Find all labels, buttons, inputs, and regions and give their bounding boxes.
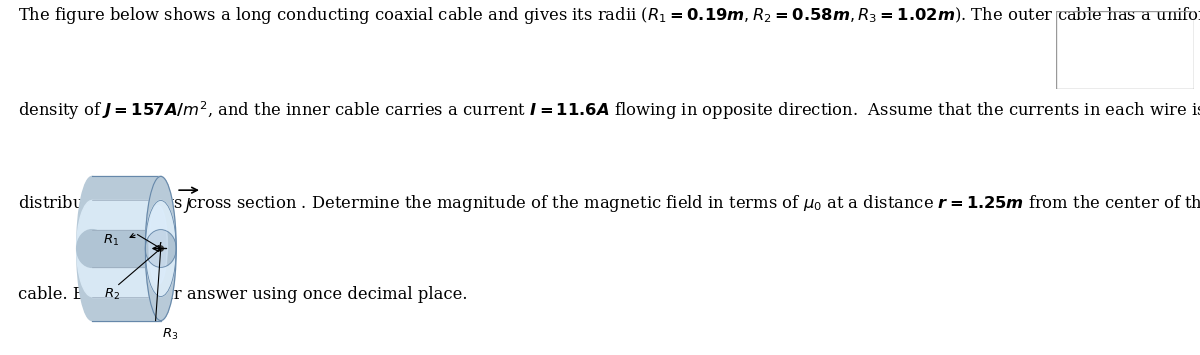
Ellipse shape	[145, 176, 176, 321]
Circle shape	[158, 246, 163, 251]
Text: density of $\boldsymbol{J=157A/m^2}$, and the inner cable carries a current $\bo: density of $\boldsymbol{J=157A/m^2}$, an…	[18, 99, 1200, 122]
Ellipse shape	[149, 206, 168, 285]
Ellipse shape	[77, 176, 108, 321]
Text: $J$: $J$	[184, 196, 192, 215]
Text: $R_3$: $R_3$	[162, 327, 179, 342]
Text: $I$: $I$	[157, 241, 163, 254]
Ellipse shape	[145, 201, 176, 296]
Ellipse shape	[145, 230, 176, 267]
Ellipse shape	[77, 201, 108, 296]
Ellipse shape	[77, 230, 108, 267]
Text: cable. Express your answer using once decimal place.: cable. Express your answer using once de…	[18, 286, 467, 303]
Text: $R_1$: $R_1$	[103, 233, 120, 248]
Text: The figure below shows a long conducting coaxial cable and gives its radii ($\bo: The figure below shows a long conducting…	[18, 5, 1200, 26]
Text: $R_2$: $R_2$	[103, 287, 120, 302]
Text: distributed  over its cross section . Determine the magnitude of the magnetic fi: distributed over its cross section . Det…	[18, 193, 1200, 214]
